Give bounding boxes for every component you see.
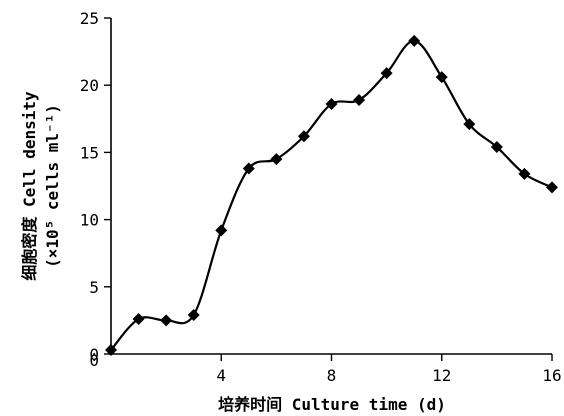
data-point [215,224,228,237]
x-origin-label: 0 [89,351,99,370]
data-point [435,71,448,84]
data-point [380,67,393,80]
x-tick-label: 16 [542,366,561,385]
x-tick-label: 12 [432,366,451,385]
y-tick-label: 0 [89,345,99,364]
data-point [546,181,558,194]
y-tick-label: 25 [80,9,99,28]
data-point [297,130,310,143]
x-ticks: 4 8 12 16 0 [89,351,561,385]
x-tick-label: 8 [327,366,337,385]
x-axis: 4 8 12 16 0 [89,351,561,385]
data-point [408,34,421,47]
y-tick-label: 20 [80,76,99,95]
data-point [270,153,283,166]
data-point [490,141,503,154]
y-axis: 0 5 10 15 20 25 [80,9,112,364]
y-tick-label: 15 [80,143,99,162]
data-point [463,118,476,131]
data-point [187,309,200,322]
data-point [518,167,531,180]
data-point [105,343,117,356]
y-ticks: 0 5 10 15 20 25 [80,9,111,364]
data-point [325,98,338,111]
data-point [160,314,173,327]
plot-area [105,34,558,356]
x-tick-label: 4 [216,366,226,385]
y-tick-label: 10 [80,211,99,230]
data-point [242,162,255,175]
data-point [132,313,145,326]
y-axis-title-line2: (×10⁵ cells ml⁻¹) [43,104,62,268]
y-tick-label: 5 [89,278,99,297]
data-point [353,93,366,106]
x-axis-title: 培养时间 Culture time (d) [218,395,446,414]
series-line [110,39,553,351]
y-axis-title-line1: 细胞密度 Cell density [20,91,39,281]
